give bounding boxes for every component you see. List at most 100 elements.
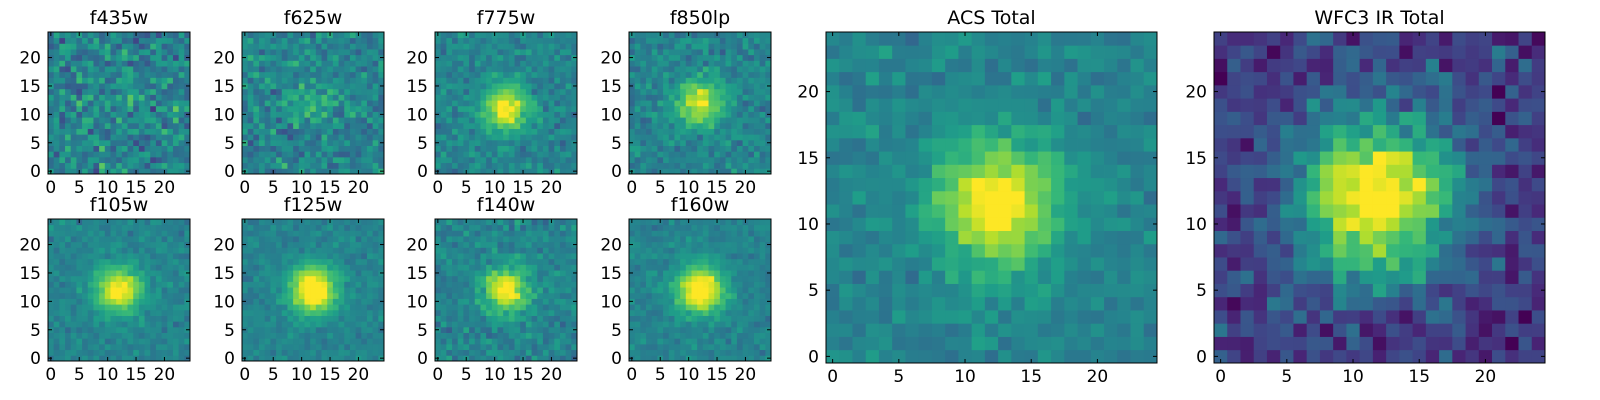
heatmap-cell (1333, 111, 1347, 126)
heatmap-cell (93, 287, 100, 294)
heatmap-cell (657, 139, 664, 146)
heatmap-cell (537, 105, 544, 112)
heatmap-cell (344, 298, 351, 305)
heatmap-cell (104, 43, 111, 50)
heatmap-cell (321, 343, 328, 351)
heatmap-cell (765, 32, 772, 39)
heatmap-cell (1399, 270, 1413, 284)
heatmap-cell (259, 287, 266, 294)
heatmap-cell (435, 122, 442, 129)
heatmap-cell (264, 292, 271, 299)
heatmap-cell (958, 177, 973, 192)
heatmap-cell (304, 168, 311, 175)
heatmap-cell (452, 156, 459, 164)
heatmap-cell (446, 105, 453, 112)
heatmap-cell (87, 71, 94, 78)
heatmap-cell (287, 77, 294, 84)
heatmap-cell (984, 257, 999, 271)
heatmap-cell (865, 124, 880, 139)
heatmap-cell (1359, 204, 1374, 218)
heatmap-cell (559, 60, 567, 67)
heatmap-cell (945, 151, 959, 165)
heatmap-cell (172, 43, 180, 50)
heatmap-cell (332, 151, 339, 158)
heatmap-cell (537, 94, 544, 101)
heatmap-cell (1240, 177, 1255, 192)
heatmap-cell (559, 156, 567, 164)
heatmap-cell (144, 88, 151, 95)
heatmap-cell (247, 54, 254, 61)
heatmap-cell (349, 287, 356, 294)
heatmap-cell (372, 100, 379, 107)
heatmap-cell (110, 309, 117, 316)
heatmap-cell (287, 83, 294, 90)
heatmap-cell (338, 309, 345, 316)
heatmap-cell (1253, 323, 1268, 337)
heatmap-cell (640, 111, 647, 118)
heatmap-cell (321, 292, 328, 299)
heatmap-cell (503, 105, 510, 112)
heatmap-cell (178, 94, 185, 101)
heatmap-cell (372, 71, 379, 78)
heatmap-cell (657, 156, 664, 164)
heatmap-cell (531, 128, 538, 135)
heatmap-cell (865, 71, 880, 86)
heatmap-cell (1130, 296, 1145, 311)
heatmap-cell (742, 43, 749, 50)
heatmap-cell (1077, 243, 1092, 258)
heatmap-cell (127, 275, 134, 282)
heatmap-cell (327, 281, 334, 288)
heatmap-cell (852, 164, 867, 179)
heatmap-cell (1386, 58, 1400, 73)
heatmap-cell (931, 190, 946, 205)
heatmap-cell (702, 32, 709, 39)
heatmap-cell (338, 145, 345, 152)
heatmap-cell (70, 32, 77, 39)
heatmap-cell (184, 292, 191, 299)
heatmap-cell (321, 66, 328, 73)
heatmap-cell (765, 66, 772, 73)
heatmap-cell (76, 304, 83, 311)
heatmap-cell (276, 309, 283, 316)
heatmap-cell (731, 32, 738, 39)
heatmap-cell (121, 355, 128, 362)
heatmap-cell (765, 88, 772, 95)
heatmap-cell (65, 32, 72, 39)
heatmap-cell (892, 257, 906, 271)
heatmap-cell (155, 105, 162, 112)
heatmap-cell (691, 54, 698, 61)
heatmap-cell (116, 139, 123, 146)
heatmap-cell (338, 88, 345, 95)
heatmap-cell (1143, 323, 1158, 337)
heatmap-cell (554, 156, 561, 164)
heatmap-cell (321, 60, 328, 67)
heatmap-cell (310, 139, 317, 146)
heatmap-cell (332, 117, 339, 124)
heatmap-cell (486, 88, 493, 95)
heatmap-cell (892, 230, 906, 245)
heatmap-cell (826, 58, 840, 73)
y-tick-label: 0 (1196, 347, 1207, 367)
heatmap-cell (1478, 151, 1493, 165)
heatmap-cell (984, 270, 999, 284)
heatmap-cell (1024, 84, 1039, 99)
heatmap-cell (486, 162, 493, 169)
heatmap-cell (372, 77, 379, 84)
heatmap-cell (554, 43, 561, 50)
heatmap-cell (121, 156, 128, 164)
heatmap-cell (1227, 164, 1241, 179)
heatmap-cell (349, 349, 356, 356)
heatmap-cell (178, 343, 185, 351)
heatmap-cell (76, 253, 83, 260)
heatmap-cell (1412, 270, 1427, 284)
heatmap-cell (931, 84, 946, 99)
heatmap-cell (571, 60, 578, 67)
heatmap-cell (1024, 270, 1039, 284)
heatmap-cell (1386, 84, 1400, 99)
heatmap-cell (765, 100, 772, 107)
heatmap-cell (172, 236, 180, 243)
heatmap-cell (344, 117, 351, 124)
heatmap-cell (663, 60, 670, 67)
heatmap-cell (121, 83, 128, 90)
heatmap-cell (839, 164, 853, 179)
